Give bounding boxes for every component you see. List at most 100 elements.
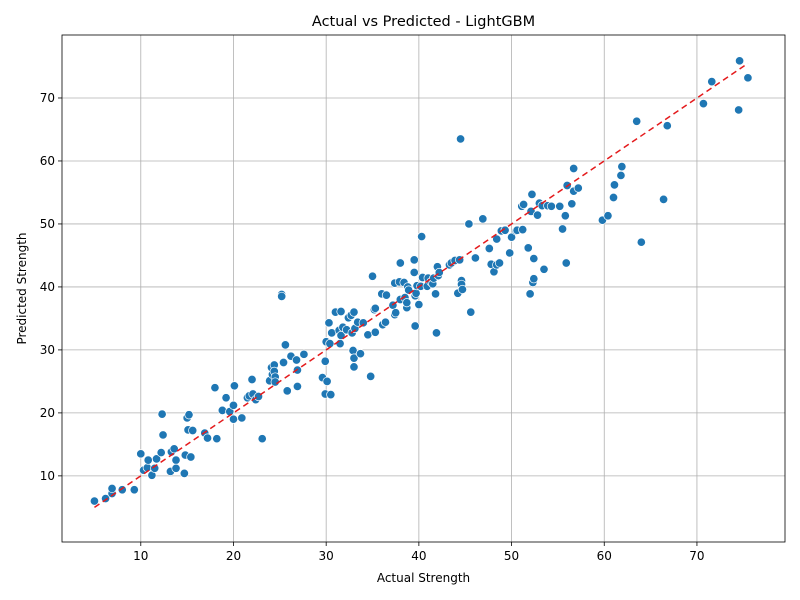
data-point xyxy=(662,121,672,131)
data-point xyxy=(470,253,480,263)
plot-frame xyxy=(61,34,786,543)
data-point xyxy=(632,116,642,126)
data-point xyxy=(616,170,626,180)
y-tick-label: 30 xyxy=(40,343,55,357)
data-point xyxy=(555,201,565,211)
data-point xyxy=(349,353,359,363)
x-tick-label: 60 xyxy=(597,549,612,563)
data-point xyxy=(494,258,505,268)
data-point xyxy=(431,328,442,338)
data-point xyxy=(158,430,168,440)
data-point xyxy=(366,371,376,381)
data-point xyxy=(557,224,568,234)
data-point xyxy=(519,199,529,209)
data-point xyxy=(184,410,194,420)
data-point xyxy=(349,307,359,317)
data-point xyxy=(507,232,517,242)
data-point xyxy=(278,357,289,368)
data-point xyxy=(603,211,613,221)
data-point xyxy=(299,349,309,359)
data-point xyxy=(402,298,412,308)
reference-line xyxy=(94,62,749,508)
y-tick-label: 50 xyxy=(40,217,55,231)
x-tick-label: 40 xyxy=(411,549,426,563)
data-point xyxy=(466,307,476,317)
data-point xyxy=(532,210,543,220)
data-point xyxy=(478,214,488,224)
data-point xyxy=(221,393,231,403)
data-point xyxy=(171,463,181,473)
chart-title: Actual vs Predicted - LightGBM xyxy=(312,14,535,30)
data-point xyxy=(734,105,744,115)
data-point xyxy=(188,425,198,436)
data-point xyxy=(391,308,401,318)
data-point xyxy=(186,452,196,462)
y-tick-label: 60 xyxy=(40,154,55,168)
data-point xyxy=(529,254,539,264)
data-point xyxy=(464,219,474,229)
data-point xyxy=(150,463,160,473)
data-point xyxy=(202,433,213,443)
data-point xyxy=(523,243,533,253)
data-point xyxy=(228,414,239,424)
x-tick-label: 10 xyxy=(133,549,148,563)
data-point xyxy=(560,211,570,221)
data-point xyxy=(456,134,466,144)
data-point xyxy=(409,267,419,277)
data-point xyxy=(89,496,99,506)
data-point xyxy=(349,362,359,372)
x-tick-label: 20 xyxy=(226,549,241,563)
data-point xyxy=(179,468,189,478)
data-point xyxy=(237,413,247,423)
data-point xyxy=(277,291,287,301)
data-point xyxy=(247,374,257,385)
data-point xyxy=(370,327,380,337)
data-point xyxy=(525,289,535,299)
data-point xyxy=(370,303,380,313)
data-point xyxy=(212,434,222,444)
data-point xyxy=(567,199,577,209)
x-tick-label: 70 xyxy=(689,549,704,563)
grid xyxy=(62,35,785,542)
data-point xyxy=(569,163,579,174)
data-point xyxy=(518,225,528,235)
data-point xyxy=(129,485,139,495)
data-point xyxy=(410,321,420,331)
data-point xyxy=(217,405,227,415)
data-point xyxy=(229,381,239,391)
data-point xyxy=(326,390,336,400)
data-point xyxy=(617,162,627,172)
data-point xyxy=(228,400,239,410)
data-point xyxy=(210,383,220,393)
data-point xyxy=(546,201,556,211)
data-point xyxy=(367,271,378,281)
data-point xyxy=(395,258,405,268)
y-tick-label: 20 xyxy=(40,406,55,420)
data-point xyxy=(707,77,717,87)
data-point xyxy=(608,192,619,203)
data-point xyxy=(280,340,290,350)
data-point xyxy=(291,355,302,365)
data-point xyxy=(143,455,153,465)
data-point xyxy=(171,455,181,465)
data-point xyxy=(527,189,537,199)
data-point xyxy=(257,434,267,444)
data-point xyxy=(414,300,424,310)
data-point xyxy=(529,274,539,284)
data-points xyxy=(89,56,753,506)
x-axis-label: Actual Strength xyxy=(377,571,470,585)
axis-ticks: 10 20 30 40 50 60 70 10 20 30 40 50 60 70 xyxy=(40,91,705,563)
data-point xyxy=(609,180,619,190)
x-tick-label: 30 xyxy=(319,549,334,563)
data-point xyxy=(659,194,669,204)
data-point xyxy=(743,73,753,83)
data-point xyxy=(335,339,345,349)
data-point xyxy=(136,449,146,459)
data-point xyxy=(636,237,646,247)
data-point xyxy=(156,448,166,458)
data-point xyxy=(505,248,515,258)
data-point xyxy=(292,381,302,391)
data-point xyxy=(561,258,571,268)
data-point xyxy=(430,289,441,299)
